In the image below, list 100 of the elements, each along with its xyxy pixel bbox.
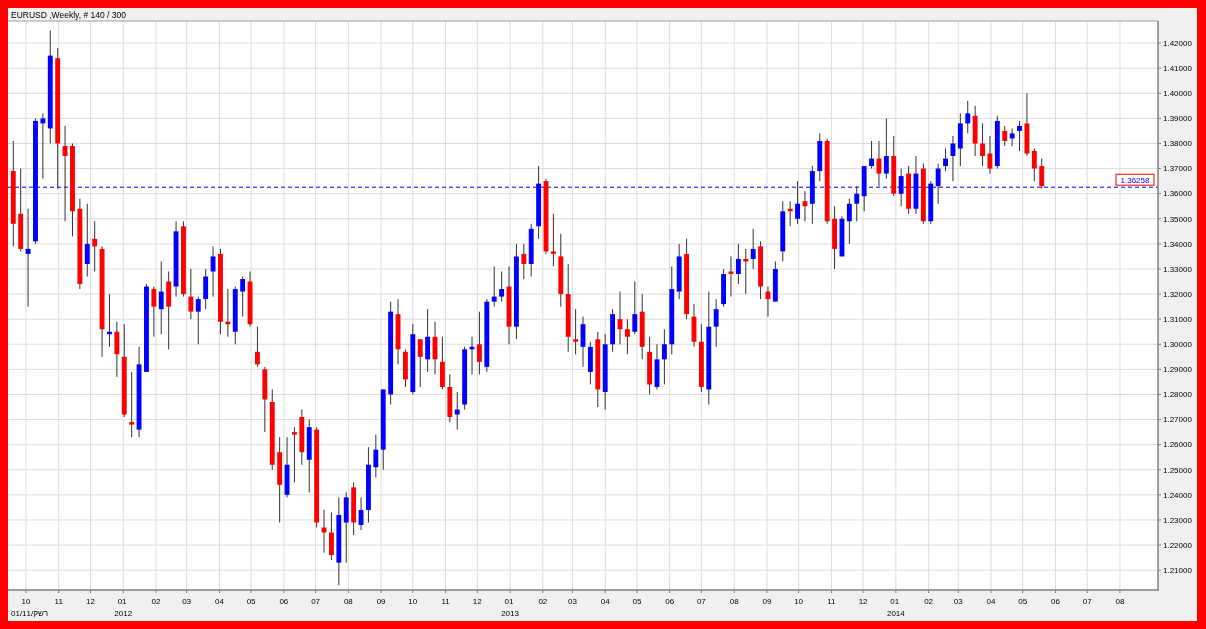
candlestick — [425, 308, 431, 373]
y-tick-label: 1.41000 — [1163, 63, 1193, 73]
candlestick — [255, 326, 260, 368]
x-tick-label: 11 — [827, 597, 837, 606]
candlestick — [728, 255, 734, 298]
x-tick-label: 06 — [279, 597, 289, 606]
x-tick-label: 04 — [214, 597, 225, 606]
text: 01/11/קשר — [11, 609, 49, 618]
x-tick-label: 07 — [696, 597, 707, 606]
x-tick-label: 01 2013 — [501, 597, 520, 618]
candlestick — [92, 220, 98, 272]
y-tick-label: 1.31000 — [1163, 314, 1193, 324]
candlestick — [846, 198, 852, 245]
x-tick-label: 11 — [441, 597, 451, 606]
candlestick — [373, 434, 379, 478]
candlestick — [151, 286, 157, 338]
chart-title: EURUSD ,Weekly, # 140 / 300 — [11, 10, 127, 20]
candlestick — [491, 265, 497, 308]
y-tick-label: 1.32000 — [1163, 289, 1193, 299]
y-tick-label: 1.28000 — [1163, 390, 1193, 400]
candlestick — [40, 112, 46, 180]
candlestick — [713, 298, 719, 348]
candlestick — [62, 125, 68, 222]
x-tick-label: 06 — [1051, 597, 1061, 606]
candlestick — [661, 328, 667, 385]
candlestick — [195, 296, 201, 345]
x-tick-label: 07 — [311, 597, 321, 606]
x-tick-label: 09 — [376, 597, 387, 606]
x-tick-label: 02 — [924, 597, 934, 606]
x-tick-label: 02 — [151, 597, 161, 606]
x-tick-label: 08 — [729, 597, 740, 606]
x-tick-label: 05 — [246, 597, 257, 606]
candlestick — [521, 243, 527, 280]
y-tick-label: 1.22000 — [1163, 540, 1193, 550]
x-tick-label: 08 — [343, 597, 354, 606]
x-tick-label: 01 2012 — [114, 597, 133, 618]
x-tick-label: 11 — [54, 597, 64, 606]
y-tick-label: 1.29000 — [1163, 365, 1193, 375]
x-tick-label: 08 — [1115, 597, 1125, 606]
y-tick-label: 1.25000 — [1163, 465, 1193, 475]
x-tick-label: 12 — [85, 597, 96, 606]
candlestick — [129, 371, 135, 438]
candlestick — [550, 213, 556, 267]
y-tick-label: 1.39000 — [1163, 114, 1193, 124]
y-tick-label: 1.36000 — [1163, 189, 1193, 199]
x-tick-label: 01 2014 — [886, 597, 906, 618]
candlestick — [329, 511, 334, 561]
candlestick — [1039, 158, 1045, 190]
y-tick-label: 1.37000 — [1163, 164, 1193, 174]
candlestick — [1009, 127, 1015, 147]
candlestick — [158, 260, 164, 335]
candlestick — [883, 117, 889, 180]
y-tick-label: 1.40000 — [1163, 89, 1193, 99]
x-tick-label: 10 — [794, 597, 804, 606]
x-tick-label: 09 — [762, 597, 772, 606]
candlestick — [735, 243, 741, 285]
candlestick — [965, 100, 971, 134]
candlestick — [869, 140, 874, 170]
y-tick-label: 1.35000 — [1163, 214, 1193, 224]
candlestick — [454, 391, 460, 431]
y-tick-label: 1.42000 — [1163, 38, 1193, 48]
ref-line-label: 1.36258 — [1120, 175, 1151, 185]
x-tick-label: 04 — [986, 597, 996, 606]
candlestick — [1031, 148, 1037, 182]
x-tick-label: 03 — [953, 597, 964, 606]
y-tick-label: 1.21000 — [1163, 565, 1193, 575]
y-tick-label: 1.38000 — [1163, 139, 1193, 149]
x-tick-label: 07 — [1082, 597, 1093, 606]
candlestick — [25, 208, 31, 308]
x-tick-label: 02 — [538, 597, 548, 606]
candlestick — [114, 321, 120, 378]
candlestick — [987, 135, 993, 175]
y-tick-label: 1.30000 — [1163, 340, 1193, 350]
candlestick — [750, 228, 756, 270]
candlestick — [292, 426, 297, 483]
y-tick-label: 1.27000 — [1163, 415, 1193, 425]
y-tick-label: 1.33000 — [1163, 264, 1193, 274]
candlestick — [573, 308, 579, 355]
x-tick-label: 12 — [858, 597, 869, 606]
y-tick-label: 1.34000 — [1163, 239, 1193, 249]
candlestick — [188, 268, 194, 320]
candlestick — [84, 203, 90, 278]
candlestick — [203, 268, 209, 310]
x-tick-label: 10 — [21, 597, 31, 606]
x-tick-label: 05 — [632, 597, 642, 606]
candlestick — [1002, 125, 1008, 147]
candlestick — [632, 281, 638, 335]
x-tick-label: 06 — [665, 597, 675, 606]
candlestick — [624, 318, 630, 355]
candlestick — [1017, 120, 1022, 152]
x-tick-label: 12 — [472, 597, 483, 606]
y-tick-label: 1.23000 — [1163, 515, 1193, 525]
x-tick-label: 03 — [567, 597, 578, 606]
x-tick-label: 05 — [1018, 597, 1028, 606]
candlestick — [417, 338, 423, 388]
y-tick-label: 1.24000 — [1163, 490, 1193, 500]
candlestick — [240, 276, 246, 318]
x-tick-label: 10 — [408, 597, 418, 606]
candlestick — [476, 311, 482, 375]
y-tick-label: 1.26000 — [1163, 440, 1193, 450]
